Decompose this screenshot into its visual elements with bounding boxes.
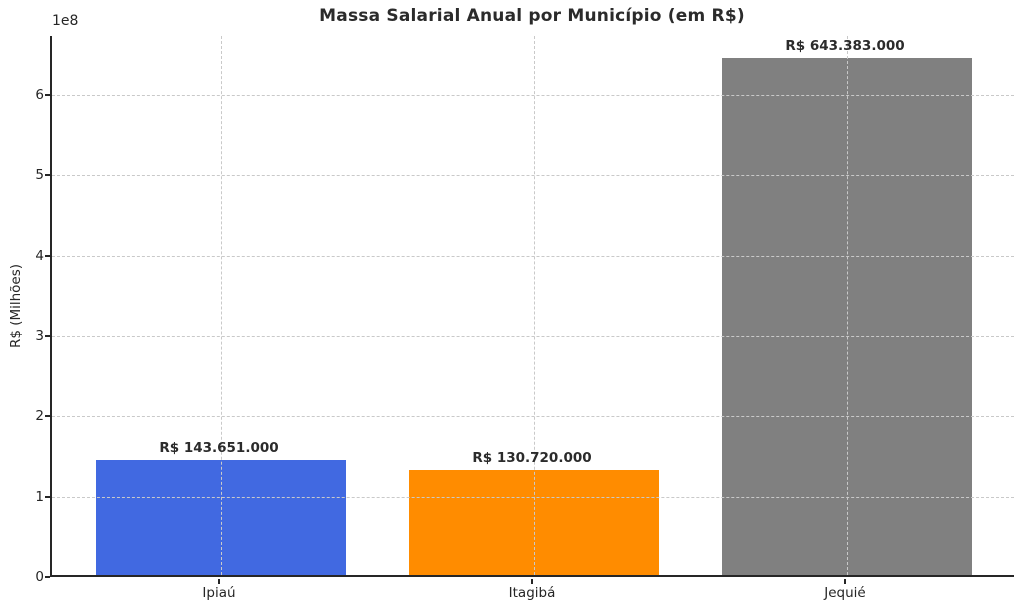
ytick-mark (45, 495, 50, 498)
v-gridline (847, 36, 848, 575)
h-gridline (52, 255, 1014, 257)
ytick-label: 3 (35, 328, 44, 344)
ytick-mark (45, 174, 50, 177)
value-label-ipiaú: R$ 143.651.000 (159, 439, 279, 456)
ytick-mark (45, 576, 50, 578)
ytick-label: 5 (35, 167, 44, 184)
ytick-label: 1 (35, 488, 44, 505)
value-label-jequié: R$ 643.383.000 (785, 38, 905, 55)
chart-title: Massa Salarial Anual por Município (em R… (319, 6, 745, 26)
v-gridline (221, 36, 222, 575)
ytick-label: 2 (35, 408, 44, 425)
ytick-label: 0 (35, 569, 44, 585)
h-gridline (52, 95, 1014, 96)
h-gridline (52, 496, 1014, 498)
ytick-mark (45, 335, 50, 337)
h-gridline (52, 416, 1014, 418)
y-axis-offset-label: 1e8 (52, 13, 79, 29)
ytick-mark (45, 415, 50, 418)
h-gridline (52, 175, 1014, 177)
ytick-mark (45, 254, 50, 257)
ytick-label: 6 (35, 87, 44, 103)
h-gridline (52, 336, 1014, 337)
xtick-mark (218, 579, 220, 584)
v-gridline (534, 36, 535, 575)
ytick-label: 4 (35, 247, 44, 264)
plot-area (50, 36, 1014, 577)
xtick-label-ipiaú: Ipiaú (202, 585, 236, 601)
xtick-mark (844, 579, 846, 584)
ytick-mark (45, 94, 50, 96)
xtick-mark (531, 579, 533, 584)
xtick-label-itagibá: Itagibá (508, 585, 556, 601)
value-label-itagibá: R$ 130.720.000 (472, 450, 592, 466)
xtick-label-jequié: Jequié (824, 585, 866, 601)
